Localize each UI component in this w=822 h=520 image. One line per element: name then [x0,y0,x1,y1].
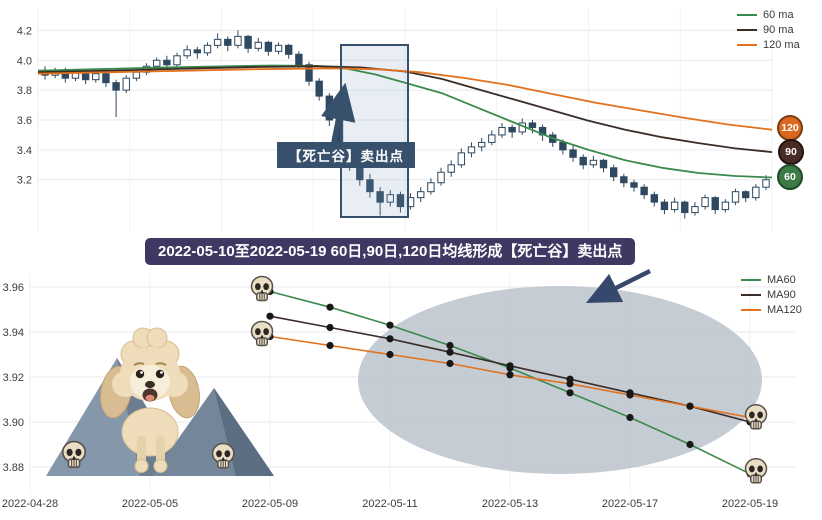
legend-item-90ma: 90 ma [737,24,800,36]
ma90-line-swatch [741,294,761,296]
svg-text:3.6: 3.6 [17,115,32,127]
death-valley-banner: 2022-05-10至2022-05-19 60日,90日,120日均线形成【死… [145,238,636,265]
candlesticks [41,30,770,219]
legend-label-ma120: MA120 [767,304,802,316]
svg-text:4.0: 4.0 [17,55,32,67]
sell-point-arrow [321,82,356,147]
svg-text:4.2: 4.2 [17,25,32,37]
death-valley-ellipse-highlight [358,286,762,474]
svg-text:3.4: 3.4 [17,145,32,157]
skull-icon [744,458,768,484]
death-valley-sell-point-label: 【死亡谷】卖出点 [277,142,415,168]
svg-text:3.92: 3.92 [3,372,24,384]
skull-icon [250,320,274,347]
bottom-ma-line-chart: 3.96 3.94 3.92 3.90 3.88 2022-04-28 2022-05-05… [2,268,795,510]
legend-item-60ma: 60 ma [737,9,800,21]
svg-text:2022-05-13: 2022-05-13 [482,498,538,510]
banner-arrow [585,268,652,304]
ma60-line-swatch [737,14,757,16]
ma120-badge: 120 [777,115,803,141]
legend-item-ma60: MA60 [741,274,802,286]
legend-label-120ma: 120 ma [763,39,800,51]
top-plot-area: 4.2 4.0 3.8 3.6 3.4 3.2 [17,8,773,232]
bottom-plot-area: 3.96 3.94 3.92 3.90 3.88 2022-04-28 2022-05-05… [2,268,795,510]
svg-text:3.8: 3.8 [17,85,32,97]
ma120-line [37,67,773,131]
svg-text:2022-05-19: 2022-05-19 [722,498,778,510]
top-chart-legend: 60 ma 90 ma 120 ma [737,9,800,51]
death-valley-highlight-region [340,44,409,218]
ma60-badge: 60 [777,164,803,190]
legend-label-60ma: 60 ma [763,9,794,21]
svg-text:2022-05-11: 2022-05-11 [362,498,417,510]
svg-text:3.2: 3.2 [17,175,32,187]
legend-item-120ma: 120 ma [737,39,800,51]
ma120-line-swatch [737,44,757,46]
ma120-line-swatch [741,309,761,311]
skull-icon [250,275,274,302]
ma90-line-swatch [737,29,757,31]
svg-text:2022-05-05: 2022-05-05 [122,498,178,510]
ma60-line-swatch [741,279,761,281]
legend-label-ma90: MA90 [767,289,796,301]
svg-text:2022-05-09: 2022-05-09 [242,498,298,510]
top-candlestick-chart: 4.2 4.0 3.8 3.6 3.4 3.2 [17,8,773,232]
svg-text:3.88: 3.88 [3,462,24,474]
ma90-line [37,65,773,153]
poodle-mascot-illustration [46,327,274,476]
bottom-chart-legend: MA60 MA90 MA120 [741,274,802,316]
legend-item-ma120: MA120 [741,304,802,316]
svg-text:2022-04-28: 2022-04-28 [2,498,58,510]
legend-label-ma60: MA60 [767,274,796,286]
legend-item-ma90: MA90 [741,289,802,301]
ma60-line [37,64,773,179]
svg-text:3.94: 3.94 [3,327,24,339]
ma90-badge: 90 [778,139,804,165]
poodle-dog-icon [100,327,200,473]
legend-label-90ma: 90 ma [763,24,794,36]
svg-text:2022-05-17: 2022-05-17 [602,498,658,510]
svg-text:3.90: 3.90 [3,417,24,429]
svg-text:3.96: 3.96 [3,282,24,294]
